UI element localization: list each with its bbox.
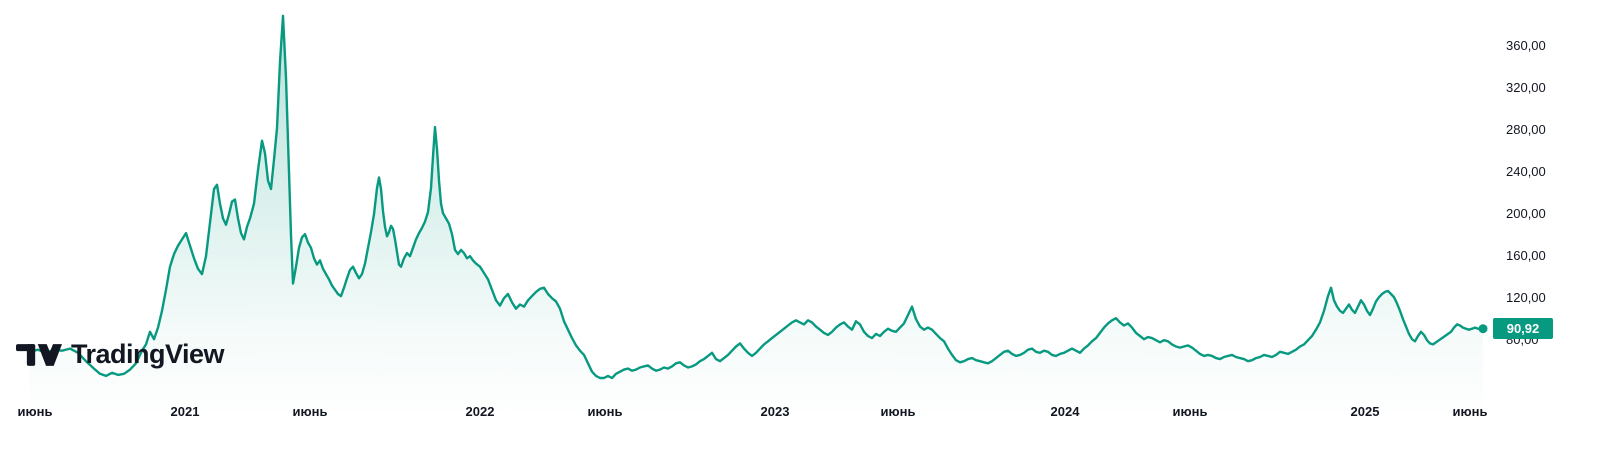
price-badge: 90,92	[1493, 318, 1553, 340]
x-axis-label: июнь	[1452, 404, 1488, 419]
x-axis-label: июнь	[1172, 404, 1208, 419]
y-axis-tick: 200,00	[1506, 206, 1546, 222]
tradingview-logo[interactable]: TradingView	[16, 339, 225, 369]
x-axis-label: 2021	[170, 404, 200, 419]
x-axis-label: 2023	[760, 404, 790, 419]
x-axis-label: июнь	[292, 404, 328, 419]
y-axis-tick: 320,00	[1506, 80, 1546, 96]
y-axis-tick: 360,00	[1506, 38, 1546, 54]
x-axis-label: июнь	[880, 404, 916, 419]
price-area	[30, 15, 1483, 450]
price-badge-value: 90,92	[1506, 321, 1540, 337]
price-line	[28, 14, 1485, 380]
tradingview-logo-icon	[16, 343, 62, 366]
x-axis-label: 2025	[1350, 404, 1380, 419]
y-axis-tick: 160,00	[1506, 248, 1546, 264]
x-axis-label: 2022	[465, 404, 495, 419]
y-axis-tick: 240,00	[1506, 164, 1546, 180]
tradingview-logo-text: TradingView	[71, 339, 225, 369]
last-price-dot	[1478, 324, 1488, 334]
x-axis-label: июнь	[587, 404, 623, 419]
y-axis-tick: 120,00	[1506, 290, 1546, 306]
x-axis-label: июнь	[17, 404, 53, 419]
x-axis-label: 2024	[1050, 404, 1080, 419]
y-axis-tick: 280,00	[1506, 122, 1546, 138]
